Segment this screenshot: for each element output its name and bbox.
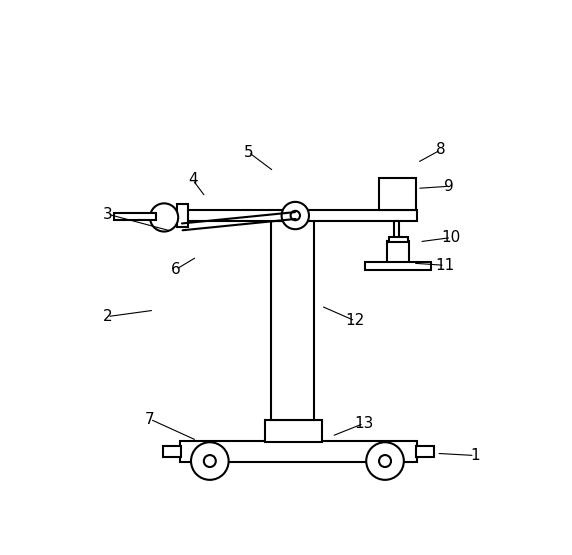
Text: 8: 8 bbox=[436, 143, 446, 158]
Bar bbox=[416, 446, 434, 457]
Bar bbox=[180, 441, 417, 462]
Bar bbox=[271, 221, 313, 420]
Bar bbox=[365, 262, 431, 270]
Text: 5: 5 bbox=[244, 144, 253, 160]
Bar bbox=[114, 213, 156, 220]
Bar bbox=[163, 446, 181, 457]
Circle shape bbox=[204, 455, 216, 467]
Circle shape bbox=[379, 455, 391, 467]
Bar bbox=[264, 420, 322, 442]
Bar bbox=[379, 178, 416, 210]
Text: 3: 3 bbox=[102, 206, 112, 221]
Text: 12: 12 bbox=[345, 314, 365, 329]
Text: 1: 1 bbox=[470, 448, 479, 463]
Circle shape bbox=[291, 211, 300, 220]
Text: 10: 10 bbox=[442, 230, 461, 245]
Circle shape bbox=[150, 203, 178, 231]
Bar bbox=[387, 241, 410, 263]
Text: 9: 9 bbox=[444, 179, 454, 194]
Bar bbox=[389, 236, 408, 242]
Bar bbox=[394, 221, 399, 242]
Bar bbox=[177, 204, 188, 227]
Circle shape bbox=[281, 202, 309, 229]
Text: 2: 2 bbox=[102, 309, 112, 324]
Text: 4: 4 bbox=[188, 173, 197, 188]
Bar bbox=[163, 210, 417, 221]
Text: 6: 6 bbox=[171, 262, 181, 277]
Text: 13: 13 bbox=[354, 416, 374, 431]
Text: 7: 7 bbox=[145, 412, 155, 427]
Circle shape bbox=[191, 442, 229, 480]
Text: 11: 11 bbox=[435, 258, 455, 273]
Circle shape bbox=[366, 442, 404, 480]
